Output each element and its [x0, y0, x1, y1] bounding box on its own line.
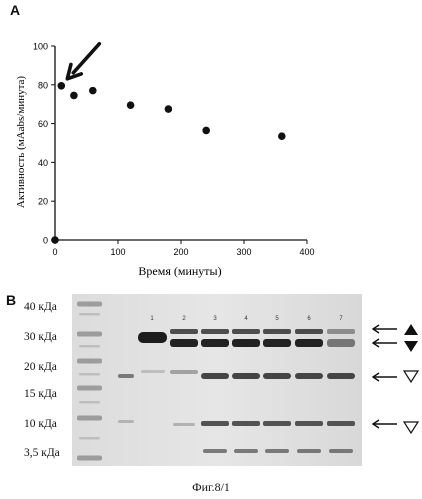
gel-band — [263, 329, 291, 334]
gel-band — [297, 449, 321, 453]
activity-scatter-chart: 0 20 40 60 80 100 0 100 200 300 400 Время (минуты)… — [0, 0, 422, 290]
data-point — [165, 105, 173, 113]
ladder-band — [77, 332, 102, 337]
open-down-triangle-icon — [403, 370, 419, 383]
gel-band — [170, 370, 198, 374]
gel-band — [232, 339, 260, 347]
filled-down-triangle-icon — [404, 341, 418, 352]
ladder-band-faint — [79, 373, 100, 376]
x-tick-label: 400 — [299, 247, 314, 257]
y-tick-label: 60 — [38, 119, 48, 129]
gel-band — [138, 332, 167, 343]
x-tick-label: 0 — [52, 247, 57, 257]
gel-band — [118, 374, 134, 378]
gel-band — [263, 373, 291, 379]
gel-band — [295, 339, 323, 347]
gel-band — [173, 423, 195, 426]
data-point — [89, 87, 97, 95]
gel-band — [263, 339, 291, 347]
gel-band — [295, 329, 323, 334]
mw-marker-30: 30 кДа — [24, 331, 57, 343]
gel-band — [327, 421, 355, 426]
gel-band — [263, 421, 291, 426]
mw-marker-15: 15 кДа — [24, 388, 57, 400]
gel-band — [265, 449, 289, 453]
mw-marker-40: 40 кДа — [24, 301, 57, 313]
open-down-triangle-icon — [403, 421, 419, 434]
gel-background — [72, 294, 362, 466]
gel-band — [327, 329, 355, 334]
gel-band — [170, 329, 198, 334]
y-tick-label: 20 — [38, 197, 48, 207]
gel-band — [201, 329, 229, 334]
gel-band — [201, 373, 229, 379]
chart-axes — [55, 46, 307, 240]
y-tick-label: 40 — [38, 158, 48, 168]
gel-band — [170, 339, 198, 347]
data-point — [278, 132, 286, 140]
chart-points — [51, 82, 285, 244]
data-point — [58, 82, 66, 90]
ladder-band-faint — [79, 313, 100, 316]
mw-marker-3-5: 3,5 кДа — [24, 447, 60, 459]
data-point — [51, 236, 59, 244]
gel-band — [327, 373, 355, 379]
chart-annotation — [67, 44, 99, 79]
annotation-arrow-shaft — [73, 44, 99, 73]
data-point — [127, 101, 135, 109]
gel-band — [327, 339, 355, 347]
x-tick-label: 100 — [110, 247, 125, 257]
y-tick-label: 80 — [38, 80, 48, 90]
data-point — [202, 127, 210, 135]
mw-marker-20: 20 кДа — [24, 361, 57, 373]
gel-image: 1234567 — [0, 290, 422, 472]
filled-up-triangle-icon — [404, 324, 418, 335]
gel-band — [329, 449, 353, 453]
chart-ticks: 0 20 40 60 80 100 0 100 200 300 400 — [33, 42, 315, 258]
ladder-band — [77, 359, 102, 364]
gel-band — [234, 449, 258, 453]
gel-band — [232, 329, 260, 334]
data-point — [70, 92, 78, 100]
y-tick-label: 0 — [43, 236, 48, 246]
gel-band — [295, 421, 323, 426]
gel-band — [141, 370, 165, 373]
ladder-band-faint — [79, 401, 100, 404]
ladder-band-faint — [79, 345, 100, 348]
mw-marker-10: 10 кДа — [24, 418, 57, 430]
ladder-band — [77, 416, 102, 421]
sds-page-gel-panel: 1234567 — [0, 290, 422, 472]
ladder-band — [77, 456, 102, 461]
ladder-band — [77, 302, 102, 307]
gel-band — [201, 421, 229, 426]
figure-caption: Фиг.8/1 — [0, 480, 422, 495]
x-tick-label: 300 — [236, 247, 251, 257]
y-tick-label: 100 — [33, 42, 48, 52]
x-tick-label: 200 — [173, 247, 188, 257]
gel-band — [232, 373, 260, 379]
x-axis-label: Время (минуты) — [138, 264, 221, 278]
ladder-band-faint — [79, 437, 100, 440]
gel-band — [232, 421, 260, 426]
gel-band — [201, 339, 229, 347]
gel-band — [118, 420, 134, 423]
gel-band — [203, 449, 227, 453]
ladder-band — [77, 386, 102, 391]
y-axis-label: Активность (мAabs/минута) — [15, 76, 27, 208]
gel-band — [295, 373, 323, 379]
